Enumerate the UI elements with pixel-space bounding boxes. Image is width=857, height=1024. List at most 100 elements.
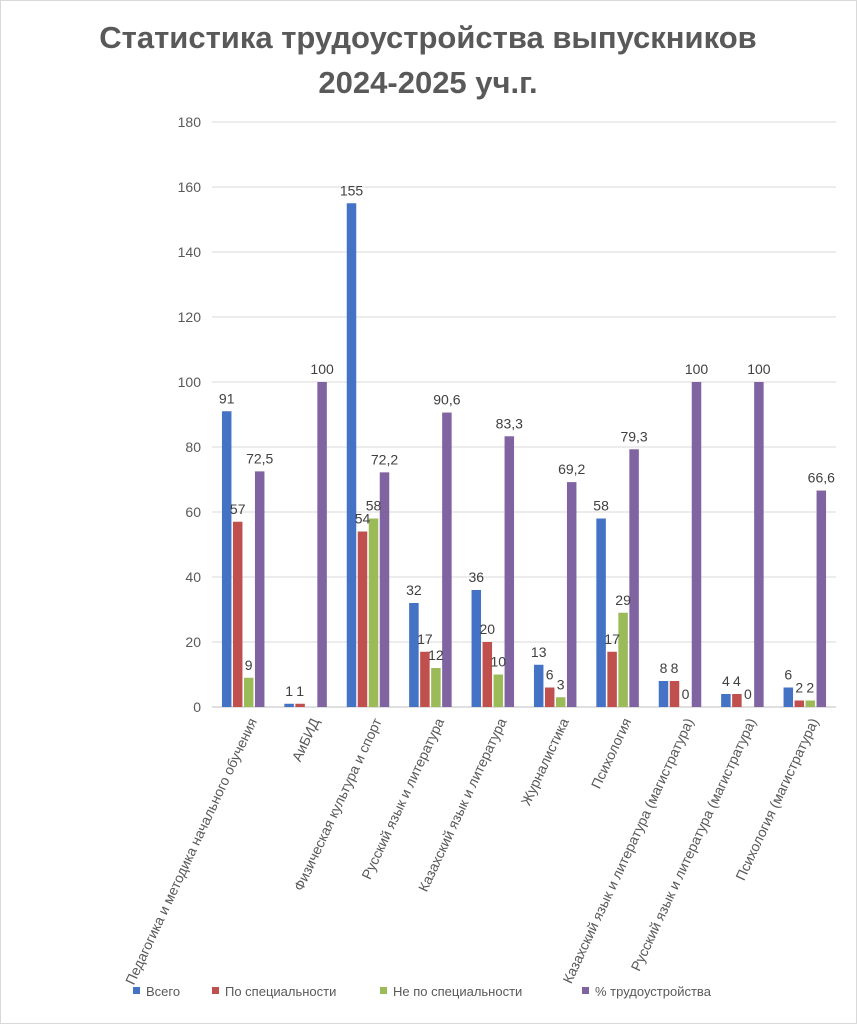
data-label: 13 (531, 644, 547, 660)
bar (295, 703, 305, 707)
category-label: Педагогика и методика начального обучени… (122, 716, 260, 987)
data-label: 4 (733, 673, 741, 689)
bar (317, 382, 327, 707)
legend-label: Не по специальности (393, 984, 522, 999)
bar (442, 412, 452, 707)
data-label: 72,5 (246, 450, 273, 466)
bar (816, 490, 827, 707)
data-label: 69,2 (558, 461, 585, 477)
legend-swatch (380, 987, 387, 994)
bar (596, 518, 606, 707)
data-label: 100 (685, 361, 709, 377)
y-axis-ticks: 0 20 40 60 80 100 120 140 160 180 (178, 114, 202, 715)
legend-swatch (582, 987, 589, 994)
data-label: 32 (406, 582, 422, 598)
data-label: 155 (340, 182, 364, 198)
bar (346, 203, 357, 707)
bar (379, 472, 390, 707)
data-label: 2 (795, 680, 803, 696)
data-label: 2 (806, 680, 814, 696)
bar (232, 521, 243, 707)
bar (783, 687, 794, 707)
bar (420, 651, 430, 707)
y-tick-label: 180 (178, 114, 202, 130)
data-label: 58 (366, 498, 382, 514)
data-label: 79,3 (620, 428, 647, 444)
bar (431, 668, 441, 707)
category-label: Русский язык и литература (магистратура) (627, 716, 759, 974)
bar (254, 471, 265, 707)
gridlines (212, 121, 836, 708)
bar (721, 694, 731, 707)
bar (805, 700, 816, 707)
bar (221, 411, 232, 707)
bar (471, 590, 482, 707)
data-label: 1 (285, 683, 293, 699)
bar (368, 518, 379, 707)
data-label: 12 (428, 647, 444, 663)
bar (544, 687, 555, 707)
y-tick-label: 20 (185, 634, 201, 650)
bar (794, 700, 805, 707)
bar (658, 681, 669, 707)
legend-label: По специальности (225, 984, 336, 999)
bar (555, 697, 566, 707)
y-tick-label: 140 (178, 244, 202, 260)
bar (754, 382, 764, 707)
data-label: 9 (245, 657, 253, 673)
bar (732, 694, 742, 707)
y-tick-label: 0 (193, 699, 201, 715)
y-tick-label: 40 (185, 569, 201, 585)
bar (629, 449, 639, 707)
category-label: Журналистика (518, 715, 572, 807)
data-label: 10 (491, 654, 507, 670)
data-label: 8 (660, 660, 668, 676)
category-label: Казахский язык и литература (магистратур… (559, 716, 696, 986)
data-label: 3 (557, 676, 565, 692)
y-tick-label: 120 (178, 309, 202, 325)
legend: Всего По специальности Не по специальности… (133, 984, 712, 999)
y-tick-label: 80 (185, 439, 201, 455)
y-tick-label: 100 (178, 374, 202, 390)
bar (409, 603, 419, 707)
data-label: 17 (417, 631, 433, 647)
data-label: 6 (546, 667, 554, 683)
chart-title: Статистика трудоустройства выпускников (99, 20, 756, 55)
bar (482, 642, 493, 707)
data-label: 29 (615, 592, 631, 608)
bar (493, 674, 504, 707)
bar (618, 612, 628, 707)
legend-label: Всего (146, 984, 180, 999)
data-label: 90,6 (433, 392, 460, 408)
bars (221, 203, 827, 707)
data-label: 1 (296, 683, 304, 699)
data-label: 58 (593, 498, 609, 514)
bar (607, 651, 617, 707)
data-label: 8 (671, 660, 679, 676)
data-label: 6 (784, 667, 792, 683)
bar (533, 664, 544, 707)
data-label: 4 (722, 673, 730, 689)
bar (284, 703, 294, 707)
data-label: 66,6 (808, 470, 835, 486)
bar (669, 681, 680, 707)
category-label: АиБИД (288, 715, 322, 764)
data-label: 57 (230, 501, 246, 517)
data-label: 0 (682, 686, 690, 702)
data-label: 83,3 (496, 415, 523, 431)
bar (566, 482, 577, 707)
y-tick-label: 60 (185, 504, 201, 520)
data-label: 36 (469, 569, 485, 585)
bar (243, 677, 254, 707)
data-label: 54 (355, 511, 371, 527)
data-label: 20 (480, 621, 496, 637)
data-label: 0 (744, 686, 752, 702)
data-label: 100 (747, 361, 771, 377)
y-tick-label: 160 (178, 179, 202, 195)
bar (691, 382, 702, 707)
category-label: Психология (588, 716, 635, 791)
legend-swatch (133, 987, 140, 994)
legend-label: % трудоустройства (595, 984, 712, 999)
data-label: 17 (604, 631, 620, 647)
